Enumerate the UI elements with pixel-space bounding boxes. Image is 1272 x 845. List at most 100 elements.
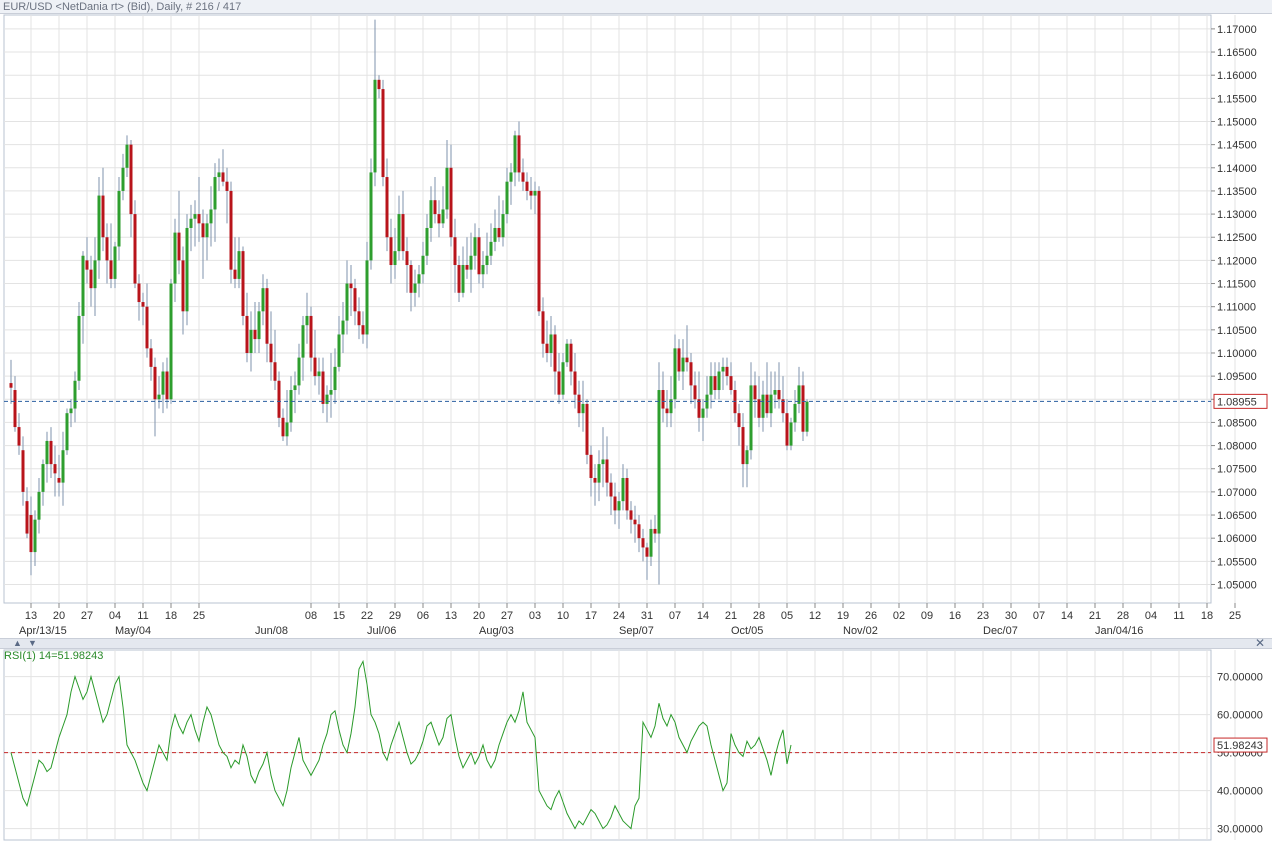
candle-bear: [153, 366, 157, 400]
rsi-grid: [4, 650, 1236, 840]
candle-bear: [253, 329, 257, 340]
candle-bull: [745, 450, 749, 465]
candle-bear: [57, 477, 61, 483]
candle-bear: [553, 334, 557, 372]
x-tick-label: 13: [445, 610, 457, 622]
candle-bull: [717, 371, 721, 391]
candle-bear: [741, 427, 745, 465]
candle-bull: [769, 394, 773, 414]
y-tick-label: 1.11000: [1217, 302, 1256, 314]
candle-bear: [229, 190, 233, 270]
candle-bear: [49, 440, 53, 465]
rsi-plot-background: [3, 649, 1212, 841]
candle-bull: [193, 214, 197, 219]
candle-bull: [805, 401, 809, 432]
candle-bull: [81, 255, 85, 316]
x-major-label: Oct/05: [731, 625, 763, 637]
candle-bear: [273, 362, 277, 381]
y-tick-label: 1.06000: [1217, 533, 1257, 545]
last-price-tag: 1.08955: [1213, 393, 1268, 409]
candle-bull: [621, 477, 625, 502]
candle-bull: [673, 348, 677, 400]
x-tick-label: 19: [837, 610, 849, 622]
candle-bull: [285, 422, 289, 437]
candle-bear: [465, 265, 469, 270]
candle-bull: [297, 357, 301, 386]
candle-bull: [445, 167, 449, 210]
price-plot-background: [3, 14, 1212, 604]
y-tick-label: 1.14500: [1217, 140, 1257, 152]
x-tick-label: 24: [613, 610, 625, 622]
last-price-label: 1.08955: [1217, 396, 1257, 408]
candle-bull: [505, 181, 509, 215]
y-tick-label: 1.12000: [1217, 255, 1257, 267]
y-tick-label: 1.17000: [1217, 24, 1257, 36]
candle-bull: [373, 79, 377, 173]
y-tick-label: 1.16500: [1217, 47, 1257, 59]
candle-bear: [177, 232, 181, 261]
candle-bear: [545, 343, 549, 353]
panel-separator[interactable]: ▲ ▼ ✕: [0, 636, 1272, 650]
candle-bull: [773, 390, 777, 395]
rsi-tick-label: 60.00000: [1217, 710, 1263, 722]
candle-bull: [365, 260, 369, 335]
x-tick-label: 18: [1201, 610, 1213, 622]
candle-bull: [581, 403, 585, 414]
candle-bull: [469, 255, 473, 270]
x-major-label: Dec/07: [983, 625, 1018, 637]
candle-bull: [161, 371, 165, 395]
candle-bull: [325, 394, 329, 404]
candle-bull: [601, 459, 605, 465]
x-tick-label: 12: [809, 610, 821, 622]
x-major-label: Jul/06: [367, 625, 396, 637]
candle-bear: [781, 399, 785, 414]
candle-bear: [457, 265, 461, 293]
triangle-up-icon[interactable]: ▲: [13, 638, 22, 648]
candle-bear: [181, 260, 185, 312]
candle-bear: [141, 302, 145, 307]
candle-bull: [73, 380, 77, 409]
x-tick-label: 18: [165, 610, 177, 622]
candle-bull: [493, 227, 497, 242]
candle-bear: [105, 237, 109, 261]
candle-bull: [749, 385, 753, 451]
candle-bear: [605, 459, 609, 483]
x-tick-label: 22: [361, 610, 373, 622]
candle-bear: [785, 413, 789, 446]
x-tick-label: 08: [305, 610, 317, 622]
candle-bull: [249, 329, 253, 353]
candle-bear: [633, 519, 637, 525]
candle-bull: [333, 366, 337, 391]
candle-bear: [409, 265, 413, 293]
close-icon[interactable]: ✕: [1254, 636, 1265, 650]
candle-bear: [637, 524, 641, 539]
candle-bear: [241, 251, 245, 316]
triangle-down-icon[interactable]: ▼: [28, 638, 37, 648]
candle-bear: [577, 394, 581, 414]
x-tick-label: 20: [473, 610, 485, 622]
rsi-line: [10, 659, 792, 830]
x-tick-label: 05: [781, 610, 793, 622]
candle-bull: [761, 394, 765, 418]
candle-bull: [257, 311, 261, 340]
x-tick-label: 06: [417, 610, 429, 622]
candle-bear: [89, 269, 93, 289]
candle-bull: [121, 167, 125, 191]
candle-bear: [677, 348, 681, 372]
candle-bull: [293, 385, 297, 391]
candle-bull: [485, 255, 489, 266]
y-tick-label: 1.05000: [1217, 579, 1257, 591]
candle-bear: [145, 306, 149, 349]
candle-bull: [345, 283, 349, 321]
x-tick-label: 02: [893, 610, 905, 622]
x-tick-label: 15: [333, 610, 345, 622]
candle-bear: [137, 283, 141, 303]
candle-bear: [361, 325, 365, 335]
candle-bull: [549, 334, 553, 353]
x-tick-label: 16: [949, 610, 961, 622]
candle-bear: [689, 362, 693, 386]
rsi-tick-label: 30.00000: [1217, 824, 1263, 836]
